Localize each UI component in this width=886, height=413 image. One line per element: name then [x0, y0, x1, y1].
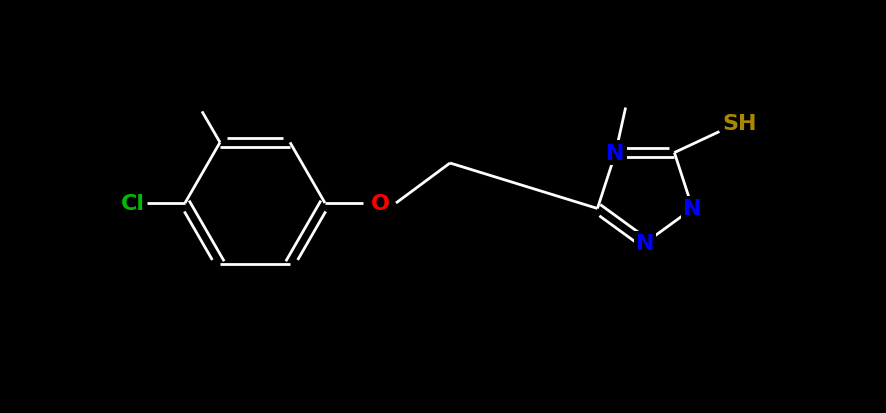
- Text: N: N: [682, 199, 701, 219]
- Text: N: N: [635, 233, 654, 254]
- Text: SH: SH: [721, 113, 756, 133]
- Text: Cl: Cl: [120, 194, 144, 214]
- Text: N: N: [606, 143, 624, 163]
- Text: O: O: [370, 194, 389, 214]
